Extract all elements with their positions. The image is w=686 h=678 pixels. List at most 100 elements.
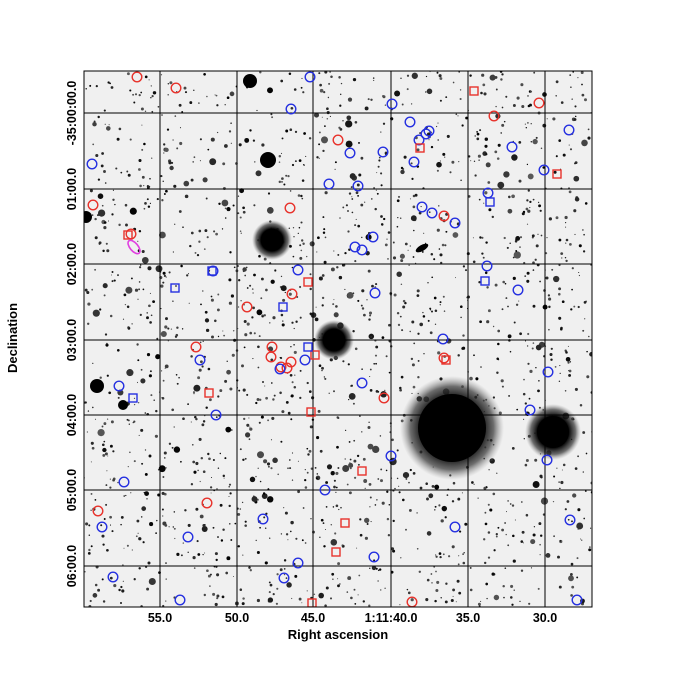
star	[388, 371, 391, 374]
star	[189, 244, 192, 248]
star	[102, 600, 106, 603]
star	[514, 240, 518, 243]
star	[255, 539, 257, 542]
blue-circle-marker	[292, 264, 304, 276]
star	[318, 157, 320, 159]
star	[126, 72, 130, 76]
star	[227, 372, 229, 374]
star	[354, 260, 357, 263]
star	[458, 591, 462, 595]
star	[326, 107, 329, 111]
star	[124, 203, 128, 207]
star	[291, 452, 294, 454]
star	[309, 287, 312, 291]
star	[298, 159, 302, 162]
star	[374, 354, 378, 357]
star	[577, 455, 580, 458]
star	[270, 358, 274, 362]
blue-square-marker	[278, 302, 288, 312]
blue-circle-marker	[174, 594, 186, 606]
star	[434, 484, 440, 490]
star	[210, 298, 214, 302]
star	[576, 522, 584, 530]
star	[315, 306, 317, 308]
star	[330, 267, 335, 272]
star	[249, 569, 252, 572]
star	[324, 377, 327, 380]
star	[199, 160, 201, 162]
star	[222, 330, 224, 332]
star	[332, 506, 335, 508]
star	[369, 496, 372, 499]
star	[560, 101, 564, 104]
star	[162, 180, 164, 182]
star	[518, 141, 522, 144]
star	[106, 374, 109, 377]
star	[94, 217, 97, 221]
star	[281, 323, 285, 327]
star	[239, 230, 242, 232]
star	[342, 360, 345, 363]
star	[279, 391, 282, 395]
star	[500, 78, 503, 81]
star	[130, 277, 133, 280]
star	[291, 321, 294, 324]
star	[290, 394, 294, 398]
star	[574, 233, 576, 236]
star	[437, 139, 440, 141]
star	[226, 360, 228, 362]
star	[206, 95, 208, 98]
star	[571, 267, 574, 270]
star	[263, 314, 266, 317]
star	[180, 264, 183, 268]
star	[556, 467, 558, 469]
star	[183, 86, 187, 90]
star	[358, 574, 361, 577]
star	[411, 392, 413, 394]
star	[205, 328, 210, 333]
star	[103, 294, 106, 297]
star	[481, 252, 484, 255]
blue-circle-marker	[408, 156, 420, 168]
x-tick-label: 1:11:40.0	[365, 611, 418, 625]
star	[178, 376, 180, 379]
star	[357, 299, 360, 302]
star	[87, 322, 90, 325]
red-square-marker	[123, 230, 133, 240]
star	[461, 492, 463, 494]
star	[537, 201, 540, 204]
star	[339, 93, 342, 96]
star	[462, 561, 466, 565]
star	[574, 197, 580, 202]
star	[364, 201, 366, 203]
star	[303, 132, 306, 135]
star	[138, 158, 142, 163]
star	[350, 596, 353, 600]
star	[121, 589, 125, 593]
star	[171, 446, 174, 449]
star	[465, 116, 469, 120]
star	[274, 269, 277, 272]
star	[479, 236, 482, 239]
star	[210, 295, 213, 298]
star	[338, 508, 340, 511]
star	[329, 597, 333, 600]
star	[293, 236, 295, 238]
star	[153, 399, 155, 401]
star	[252, 292, 254, 294]
star	[110, 274, 113, 276]
star	[509, 242, 511, 244]
star	[308, 137, 312, 140]
star	[476, 137, 480, 141]
star	[204, 229, 208, 233]
star	[329, 71, 331, 73]
star	[205, 406, 208, 409]
star	[215, 232, 218, 236]
star	[89, 84, 92, 87]
star	[173, 184, 177, 188]
star	[380, 131, 382, 133]
star	[555, 155, 558, 158]
star	[487, 531, 491, 534]
star	[352, 77, 357, 82]
star	[126, 170, 129, 173]
